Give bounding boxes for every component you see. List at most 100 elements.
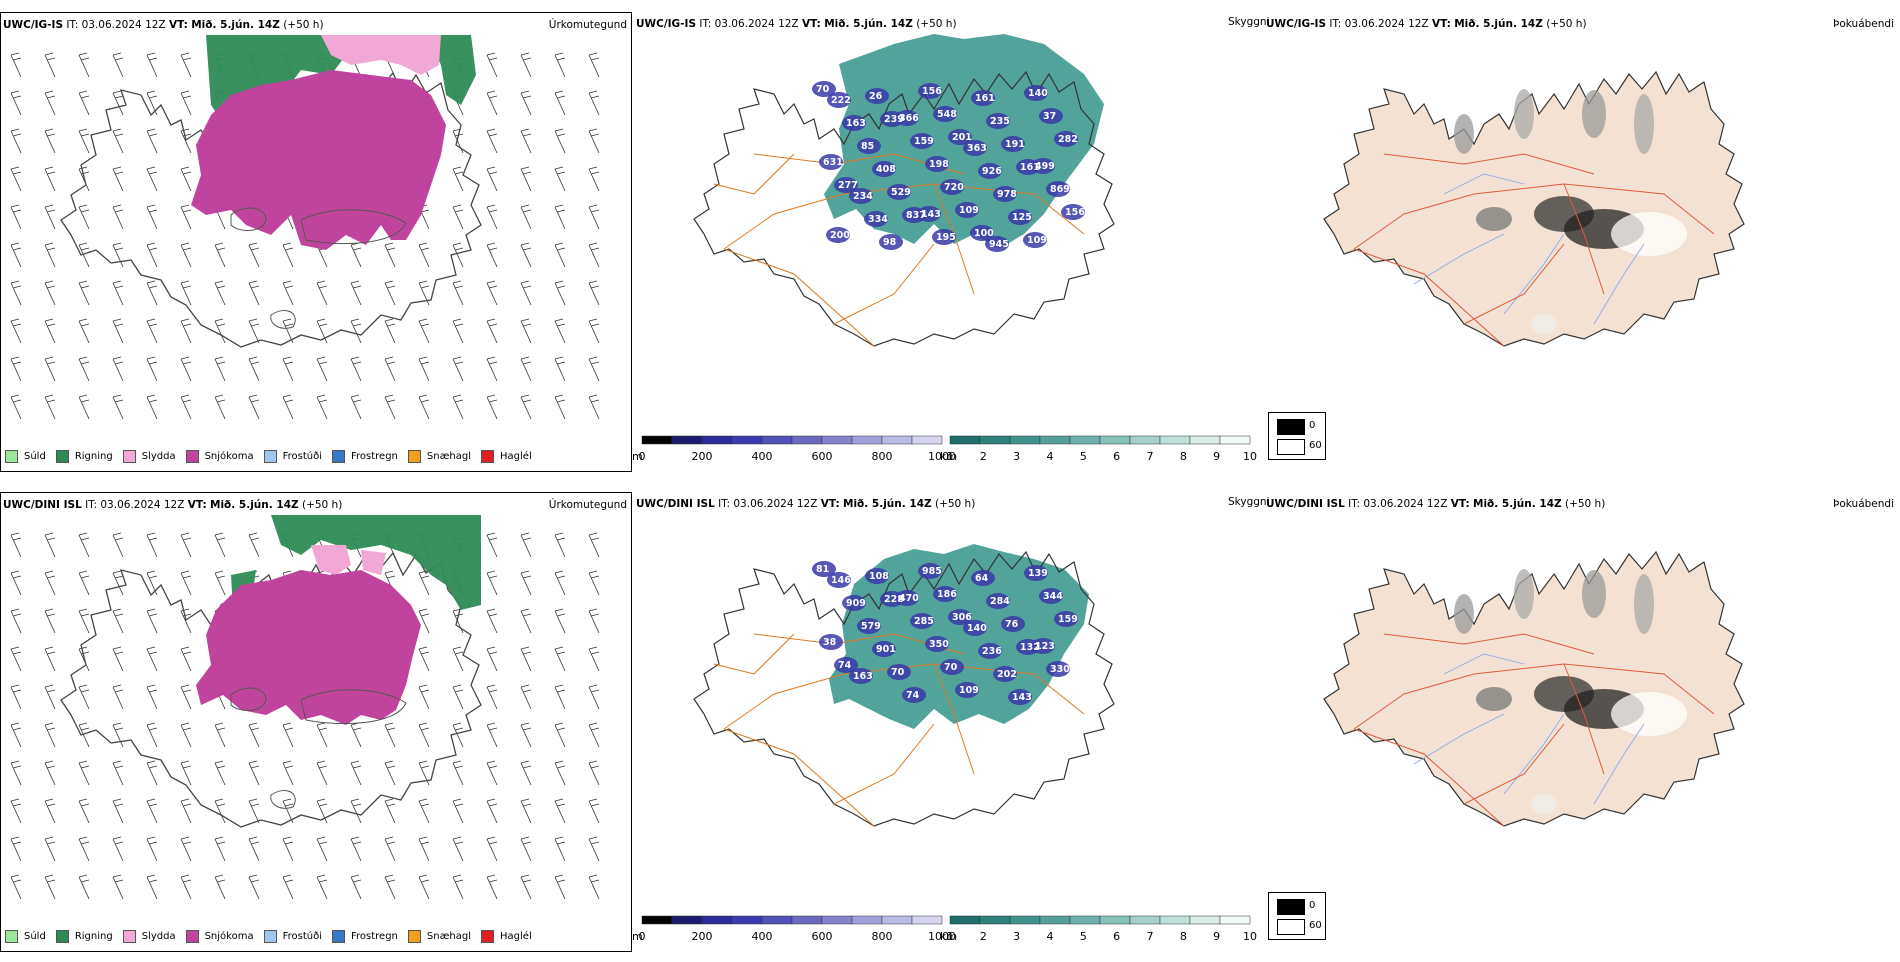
wind-barb (486, 798, 498, 824)
panel-header: UWC/IG-IS IT: 03.06.2024 12Z VT: Mið. 5.… (1266, 18, 1587, 30)
cloud-base-patch (933, 106, 957, 122)
scale-swatch (1219, 435, 1251, 445)
scale-km: km1 2 3 4 5 6 7 8 9 10 (940, 915, 1257, 943)
wind-barb (588, 128, 600, 154)
wind-barb (282, 394, 294, 420)
wind-barb (486, 280, 498, 306)
visibility-scale-2: km 1 2 3 4 5 6 7 8 9 10 (940, 914, 1270, 944)
river (1413, 233, 1505, 285)
wind-barb (486, 836, 498, 862)
cloud-base-patch (1001, 616, 1025, 632)
wind-barb (588, 318, 600, 344)
cloud-base-label: 945 (989, 239, 1009, 250)
panel-title: Skyggni (1228, 16, 1270, 28)
scale-tick: 8 (1180, 930, 1187, 943)
wind-barb (214, 722, 226, 748)
cloud-base-patch (1008, 209, 1032, 225)
fog-legend-1: 0 60 (1268, 412, 1326, 460)
cloud-base-label: 38 (823, 637, 837, 648)
wind-barb (520, 318, 532, 344)
scale-swatch (979, 915, 1011, 925)
wind-barb (486, 570, 498, 596)
wind-barb (554, 394, 566, 420)
wind-barb (418, 318, 430, 344)
wind-barb (112, 166, 124, 192)
scale-tick: 4 (1047, 450, 1054, 463)
rain-area (206, 35, 476, 140)
scale-tick: 2 (980, 930, 987, 943)
wind-barb (486, 166, 498, 192)
cloud-base-patch (1024, 85, 1048, 101)
cloud-base-label: 529 (891, 187, 911, 198)
panel-title: Úrkomutegund (548, 499, 627, 511)
cloud-base-label: 236 (982, 646, 1002, 657)
scale-tick: 0 (639, 930, 646, 943)
wind-barb (44, 570, 56, 596)
wind-barb (384, 874, 396, 900)
cloud-base-patch (902, 687, 926, 703)
wind-barb (520, 646, 532, 672)
wind-barb (214, 532, 226, 558)
wind-barb (44, 204, 56, 230)
precip-type-panel: UWC/DINI ISL IT: 03.06.2024 12Z VT: Mið.… (0, 492, 632, 952)
cloud-base-patch (910, 613, 934, 629)
cloud-base-patch (940, 179, 964, 195)
scale-m: m0 200 400 600 800 1000 (632, 915, 956, 943)
iceland-outline (693, 550, 1115, 827)
wind-barb (384, 798, 396, 824)
cloud-base-label: 70 (891, 667, 905, 678)
cloud-base-patch (842, 115, 866, 131)
cloud-base-label: 109 (959, 205, 979, 216)
wind-barb (180, 204, 192, 230)
wind-barb (248, 356, 260, 382)
precip-legend-item: Snæhagl (407, 449, 471, 463)
wind-barb (146, 52, 158, 78)
wind-barb (112, 760, 124, 786)
legend-label: Frostúði (282, 930, 322, 942)
precip-legend-item: Haglél (481, 929, 532, 943)
cloud-base-label: 156 (1065, 207, 1085, 218)
cloud-base-label: 85 (861, 141, 874, 152)
wind-barb (588, 52, 600, 78)
wind-barb (78, 52, 90, 78)
wind-barb (180, 532, 192, 558)
precip-legend-item: Súld (5, 449, 46, 463)
wind-barb (486, 318, 498, 344)
scale-tick: 9 (1213, 450, 1220, 463)
cloud-base-label: 548 (937, 109, 957, 120)
fog-legend-label: 0 (1309, 900, 1316, 911)
wind-barb (554, 722, 566, 748)
wind-barb (248, 242, 260, 268)
wind-barb (78, 874, 90, 900)
cloud-base-patch (1046, 181, 1070, 197)
cloud-base-label: 306 (952, 612, 972, 623)
road (1563, 663, 1605, 775)
road (1383, 153, 1595, 175)
fog-legend-swatch (1277, 419, 1305, 435)
cloud-base-patch (978, 163, 1002, 179)
scale-tick: 400 (752, 450, 773, 463)
cloud-base-patch (1023, 232, 1047, 248)
cloud-base-label: 284 (990, 596, 1010, 607)
cloud-base-label: 234 (853, 191, 873, 202)
wind-barb (418, 646, 430, 672)
wind-barb (146, 166, 158, 192)
road-network (1353, 153, 1715, 347)
wind-barb (554, 532, 566, 558)
wind-barb (146, 356, 158, 382)
cloud-base-label: 161 (1020, 162, 1040, 173)
cloud-base-label: 631 (823, 157, 843, 168)
scale-swatch (1069, 435, 1101, 445)
wind-barb (180, 608, 192, 634)
scale-tick: 1 (947, 450, 954, 463)
cloud-base-patch (970, 225, 994, 241)
cloud-base-patch (925, 156, 949, 172)
wind-barb (214, 356, 226, 382)
forecast-row-1: UWC/IG-IS IT: 03.06.2024 12Z VT: Mið. 5.… (0, 12, 1900, 482)
wind-barb (554, 760, 566, 786)
wind-barb (486, 204, 498, 230)
cloud-base-label: 334 (868, 214, 888, 225)
wind-barb (78, 836, 90, 862)
legend-label: Rigning (74, 930, 113, 942)
scale-swatch (851, 435, 883, 445)
